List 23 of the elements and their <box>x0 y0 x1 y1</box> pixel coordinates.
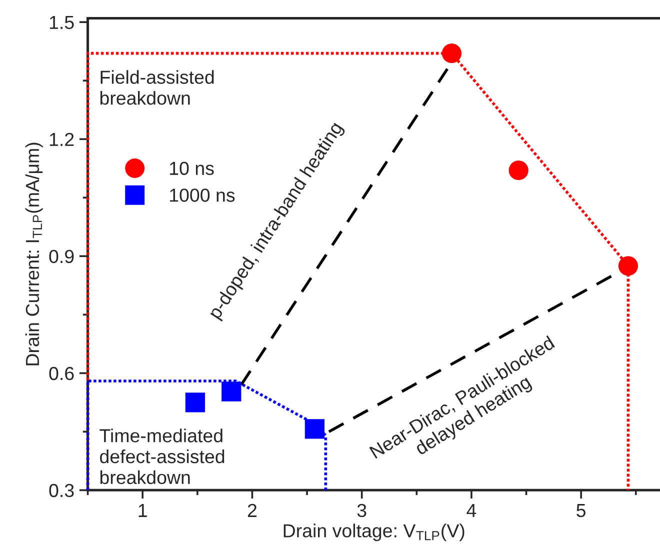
x-tick-label: 4 <box>466 504 476 517</box>
point <box>442 44 462 64</box>
point <box>618 256 638 276</box>
y-tick-label: 0.9 <box>49 250 74 264</box>
y-tick-label: 0.3 <box>49 484 74 498</box>
point <box>185 392 206 412</box>
y-axis-title: Drain Current: I$_{TLP}$(mA/μm) <box>25 142 43 366</box>
line-series <box>86 380 328 492</box>
x-tick-label: 5 <box>576 504 586 518</box>
legend-label: 1000 ns <box>170 188 235 202</box>
x-tick-label: 3 <box>357 504 366 518</box>
y-tick-label: 0.6 <box>49 366 74 380</box>
annotation: Time-mediated defect-assisted breakdown <box>100 428 224 484</box>
legend-label: 10 ns <box>170 162 214 176</box>
x-tick-label: 1 <box>138 504 147 517</box>
point <box>222 382 242 402</box>
x-tick-label: 2 <box>248 504 256 517</box>
point <box>304 419 325 439</box>
x-axis-title: Drain voltage: V$_{TLP}$(V) <box>284 524 464 542</box>
y-tick-label: 1.2 <box>50 132 74 146</box>
annotation: Field-assisted breakdown <box>100 70 214 105</box>
y-tick-label: 1.5 <box>50 16 74 30</box>
point <box>508 160 528 180</box>
